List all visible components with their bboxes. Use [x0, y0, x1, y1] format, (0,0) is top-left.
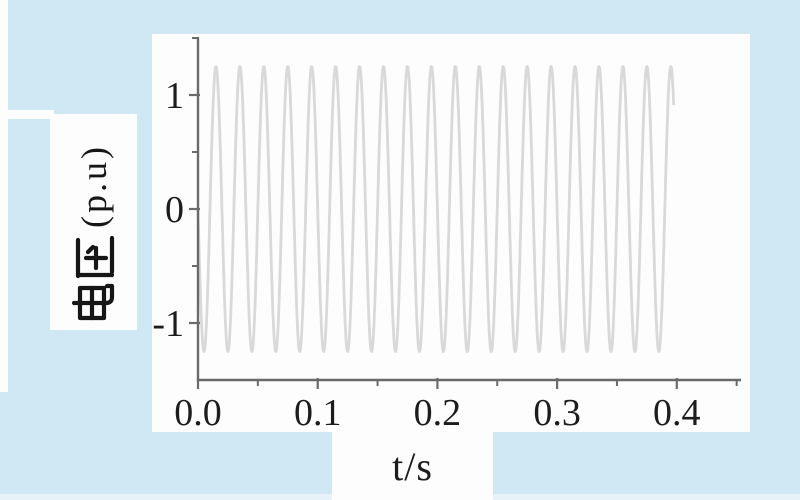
- y-tick-label: 0: [165, 189, 184, 231]
- left-white-bridge: [0, 110, 54, 119]
- x-axis-label: t/s: [392, 443, 433, 489]
- y-axis-label-panel: (p.u): [50, 114, 137, 330]
- waveform-line: [196, 65, 676, 353]
- x-tick-label: 0.4: [653, 392, 701, 432]
- left-white-strip: [0, 0, 8, 392]
- y-axis-label-unit: (p.u): [74, 144, 114, 228]
- y-axis-label-cjk-ya: [75, 235, 115, 279]
- y-axis-label-svg: (p.u): [71, 144, 115, 321]
- x-axis-label-panel: t/s: [332, 432, 493, 500]
- chart-panel: 0.0 0.1 0.2 0.3 0.4 1 0 -1: [152, 34, 750, 432]
- y-axis-label-cjk-dian: [71, 283, 115, 321]
- y-tick-label: -1: [152, 303, 184, 345]
- x-tick-label: 0.1: [294, 392, 342, 432]
- x-tick-label: 0.0: [174, 392, 222, 432]
- x-tick-label: 0.2: [414, 392, 462, 432]
- chart-svg: 0.0 0.1 0.2 0.3 0.4 1 0 -1: [152, 37, 741, 432]
- x-tick-label: 0.3: [533, 392, 581, 432]
- y-tick-label: 1: [165, 75, 184, 117]
